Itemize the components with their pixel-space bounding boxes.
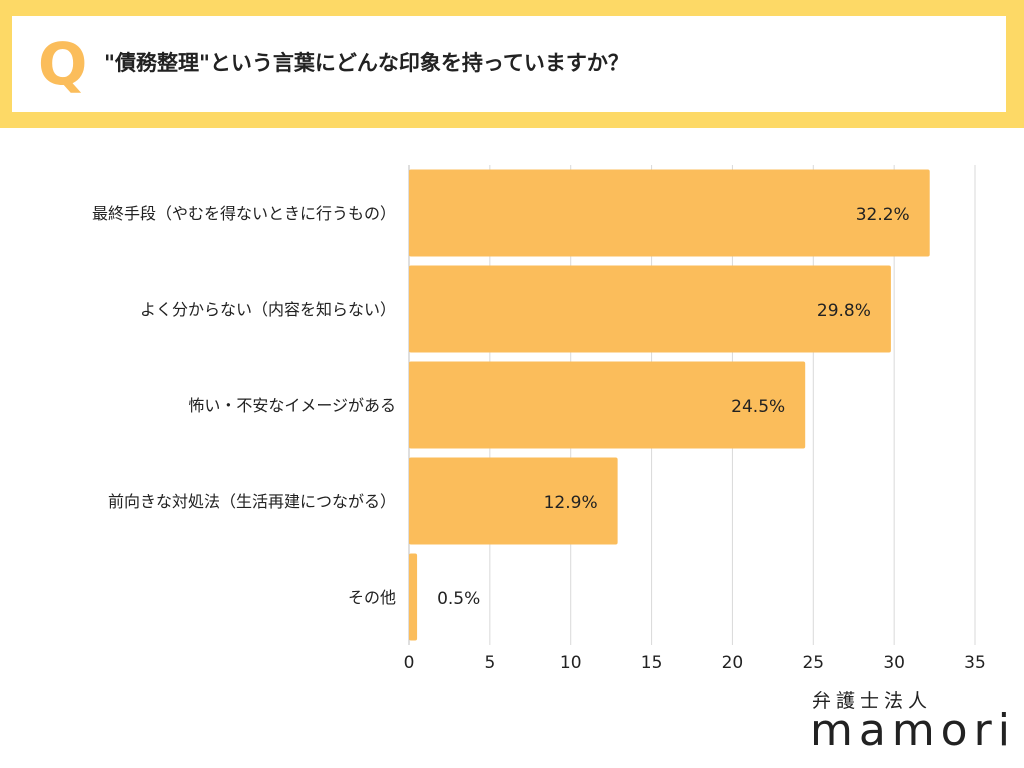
data-label: 29.8% [817,301,871,321]
data-label: 12.9% [544,493,598,513]
data-label: 24.5% [731,397,785,417]
question-box: Q "債務整理"という言葉にどんな印象を持っていますか？ [12,16,1006,112]
category-label: 前向きな対処法（生活再建につながる） [108,492,396,511]
data-label: 32.2% [856,205,910,225]
question-marker: Q [38,30,88,98]
logo-subtitle: 弁護士法人 [812,690,933,712]
question-text: "債務整理"という言葉にどんな印象を持っていますか？ [104,51,629,75]
tick-label: 15 [641,653,663,673]
category-label: 最終手段（やむを得ないときに行うもの） [92,204,396,223]
tick-label: 10 [560,653,582,673]
data-label: 0.5% [437,589,480,609]
logo: mamori [810,705,1016,756]
bar [409,169,930,257]
bar [409,361,806,449]
bar [409,457,618,545]
category-label: よく分からない（内容を知らない） [140,300,396,319]
tick-label: 25 [802,653,824,673]
category-label: 怖い・不安なイメージがある [188,396,396,415]
tick-label: 5 [484,653,495,673]
tick-label: 30 [883,653,905,673]
tick-label: 35 [964,653,986,673]
tick-label: 0 [404,653,415,673]
bar [409,265,891,353]
question-frame: Q "債務整理"という言葉にどんな印象を持っていますか？ [0,0,1024,128]
tick-label: 20 [722,653,744,673]
bar [409,553,418,641]
category-label: その他 [348,588,396,607]
